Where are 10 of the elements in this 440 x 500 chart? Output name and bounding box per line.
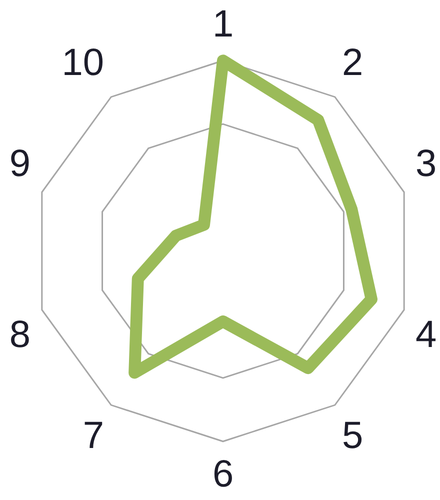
spoke-label: 4 (415, 314, 437, 356)
spoke-label: 9 (9, 143, 31, 186)
spoke-label: 7 (82, 415, 104, 458)
spoke-label: 10 (62, 42, 104, 84)
spoke-label: 6 (212, 454, 234, 496)
spoke-label: 8 (9, 314, 31, 356)
spoke-label: 3 (415, 143, 437, 186)
spoke-label: 5 (342, 415, 364, 458)
spoke-label: 2 (342, 42, 364, 84)
spoke-label: 1 (212, 3, 234, 46)
